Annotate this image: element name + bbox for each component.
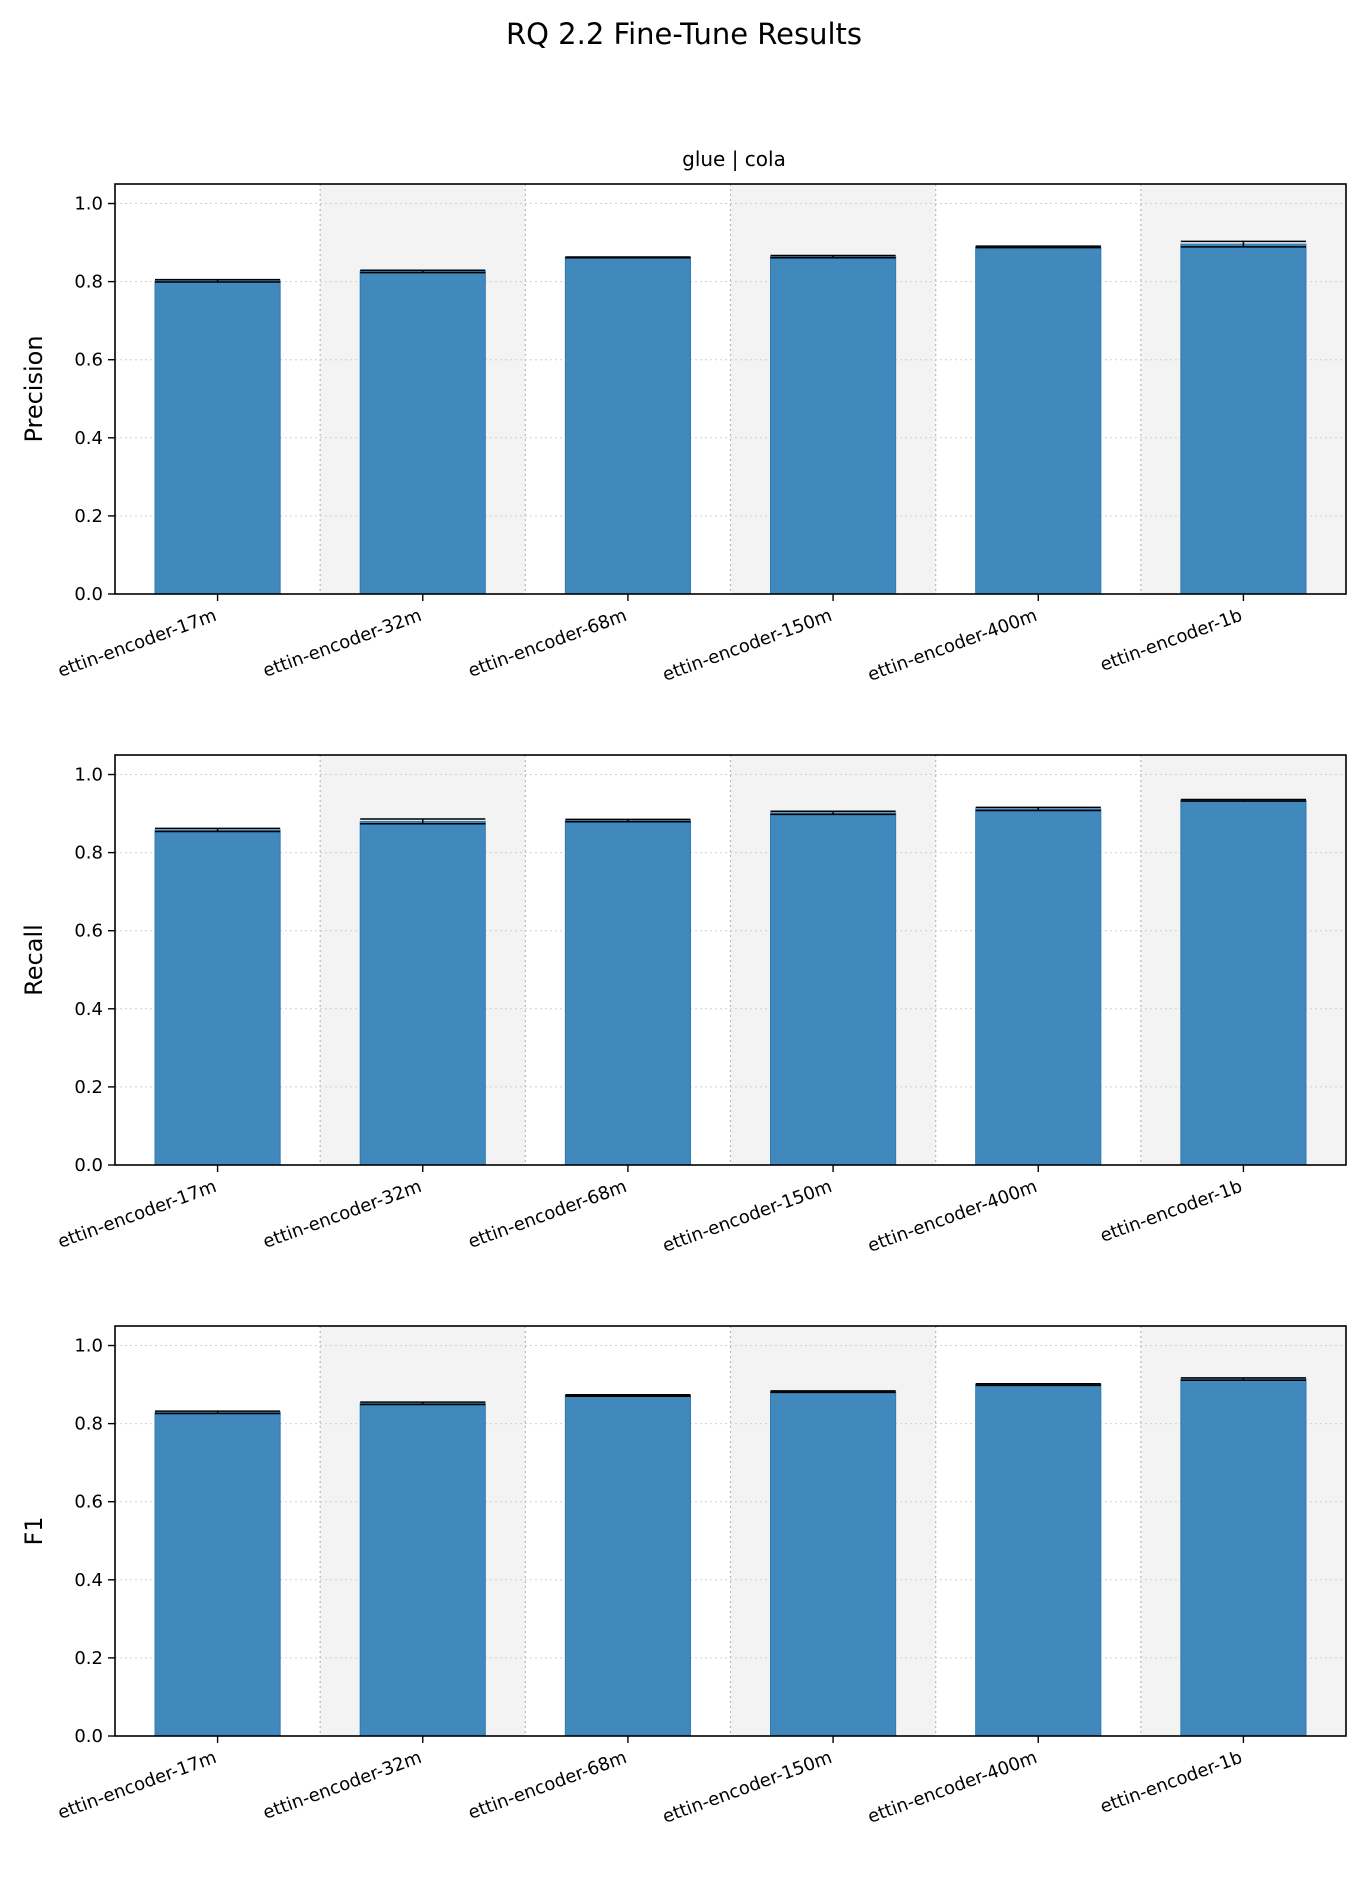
recall-bar <box>975 808 1102 1166</box>
f1-bar <box>359 1402 486 1737</box>
f1-bar <box>975 1384 1102 1737</box>
precision-bar <box>1180 243 1307 595</box>
recall-y-tick-label: 0.4 <box>74 999 103 1020</box>
f1-y-tick-label: 0.6 <box>74 1492 103 1513</box>
f1-y-tick-label: 1.0 <box>74 1336 103 1357</box>
precision-bar <box>154 280 281 595</box>
recall-y-tick-label: 0.0 <box>74 1155 103 1176</box>
recall-y-tick-label: 1.0 <box>74 765 103 786</box>
f1-bar <box>154 1411 281 1737</box>
f1-y-tick-label: 0.2 <box>74 1648 103 1669</box>
subplot-title: glue | cola <box>682 147 786 171</box>
f1-bar <box>770 1391 897 1737</box>
recall-bar <box>154 829 281 1166</box>
precision-y-tick-label: 0.8 <box>74 272 103 293</box>
f1-y-axis-label: F1 <box>20 1516 48 1545</box>
precision-y-tick-label: 0.4 <box>74 428 103 449</box>
precision-y-tick-label: 0.0 <box>74 584 103 605</box>
precision-y-axis-label: Precision <box>20 335 48 442</box>
recall-y-tick-label: 0.2 <box>74 1077 103 1098</box>
recall-y-axis-label: Recall <box>20 924 48 996</box>
f1-bar <box>564 1395 691 1737</box>
precision-bar <box>564 256 691 595</box>
precision-y-tick-label: 0.2 <box>74 506 103 527</box>
precision-bar <box>975 246 1102 595</box>
recall-bar <box>770 812 897 1166</box>
f1-y-tick-label: 0.4 <box>74 1570 103 1591</box>
precision-y-tick-label: 0.6 <box>74 350 103 371</box>
precision-axes-frame <box>114 183 1347 595</box>
precision-bar <box>770 256 897 595</box>
recall-y-tick-label: 0.8 <box>74 843 103 864</box>
precision-y-tick-label: 1.0 <box>74 194 103 215</box>
f1-y-tick-label: 0.8 <box>74 1414 103 1435</box>
recall-bar <box>564 820 691 1166</box>
recall-bar <box>1180 799 1307 1166</box>
recall-axes-frame <box>114 754 1347 1166</box>
recall-bar <box>359 820 486 1166</box>
f1-bar <box>1180 1378 1307 1737</box>
f1-y-tick-label: 0.0 <box>74 1726 103 1747</box>
f1-axes-frame <box>114 1325 1347 1737</box>
recall-y-tick-label: 0.6 <box>74 921 103 942</box>
figure-title: RQ 2.2 Fine-Tune Results <box>506 17 862 51</box>
precision-bar <box>359 270 486 595</box>
